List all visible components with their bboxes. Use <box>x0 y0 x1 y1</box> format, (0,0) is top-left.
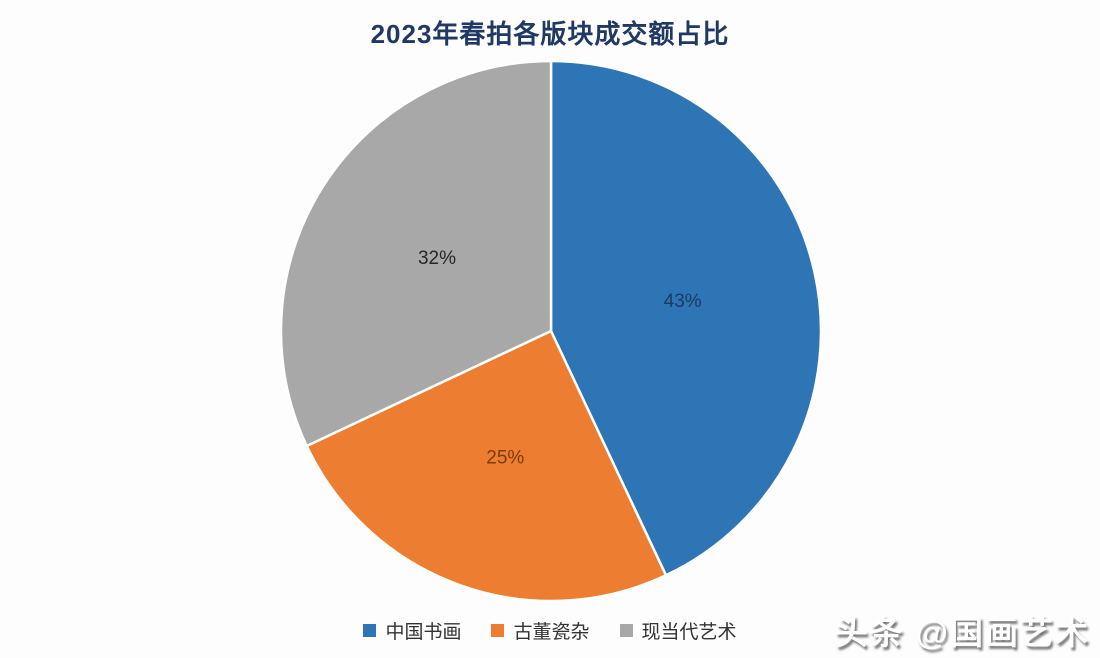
pie-slice-2 <box>305 329 668 603</box>
legend-label-1: 中国书画 <box>385 622 462 643</box>
legend-label-3: 现当代艺术 <box>641 622 737 643</box>
legend: 中国书画 古董瓷杂 现当代艺术 <box>0 617 1100 644</box>
legend-item-2: 古董瓷杂 <box>491 617 590 644</box>
chart-title: 2023年春拍各版块成交额占比 <box>370 19 730 49</box>
pie-slice-1 <box>549 59 823 577</box>
legend-item-3: 现当代艺术 <box>619 617 737 644</box>
legend-label-2: 古董瓷杂 <box>513 622 590 643</box>
legend-swatch-gray-icon <box>619 624 633 637</box>
legend-swatch-orange-icon <box>491 624 505 637</box>
legend-swatch-blue-icon <box>363 624 377 637</box>
pie-slice-label-2: 25% <box>486 448 524 469</box>
pie-slice-3 <box>279 59 553 448</box>
pie-slice-label-3: 32% <box>418 248 456 269</box>
pie-slice-label-1: 43% <box>664 291 702 312</box>
legend-item-1: 中国书画 <box>363 617 461 644</box>
watermark: 头条 @国画艺术 <box>834 614 1090 651</box>
